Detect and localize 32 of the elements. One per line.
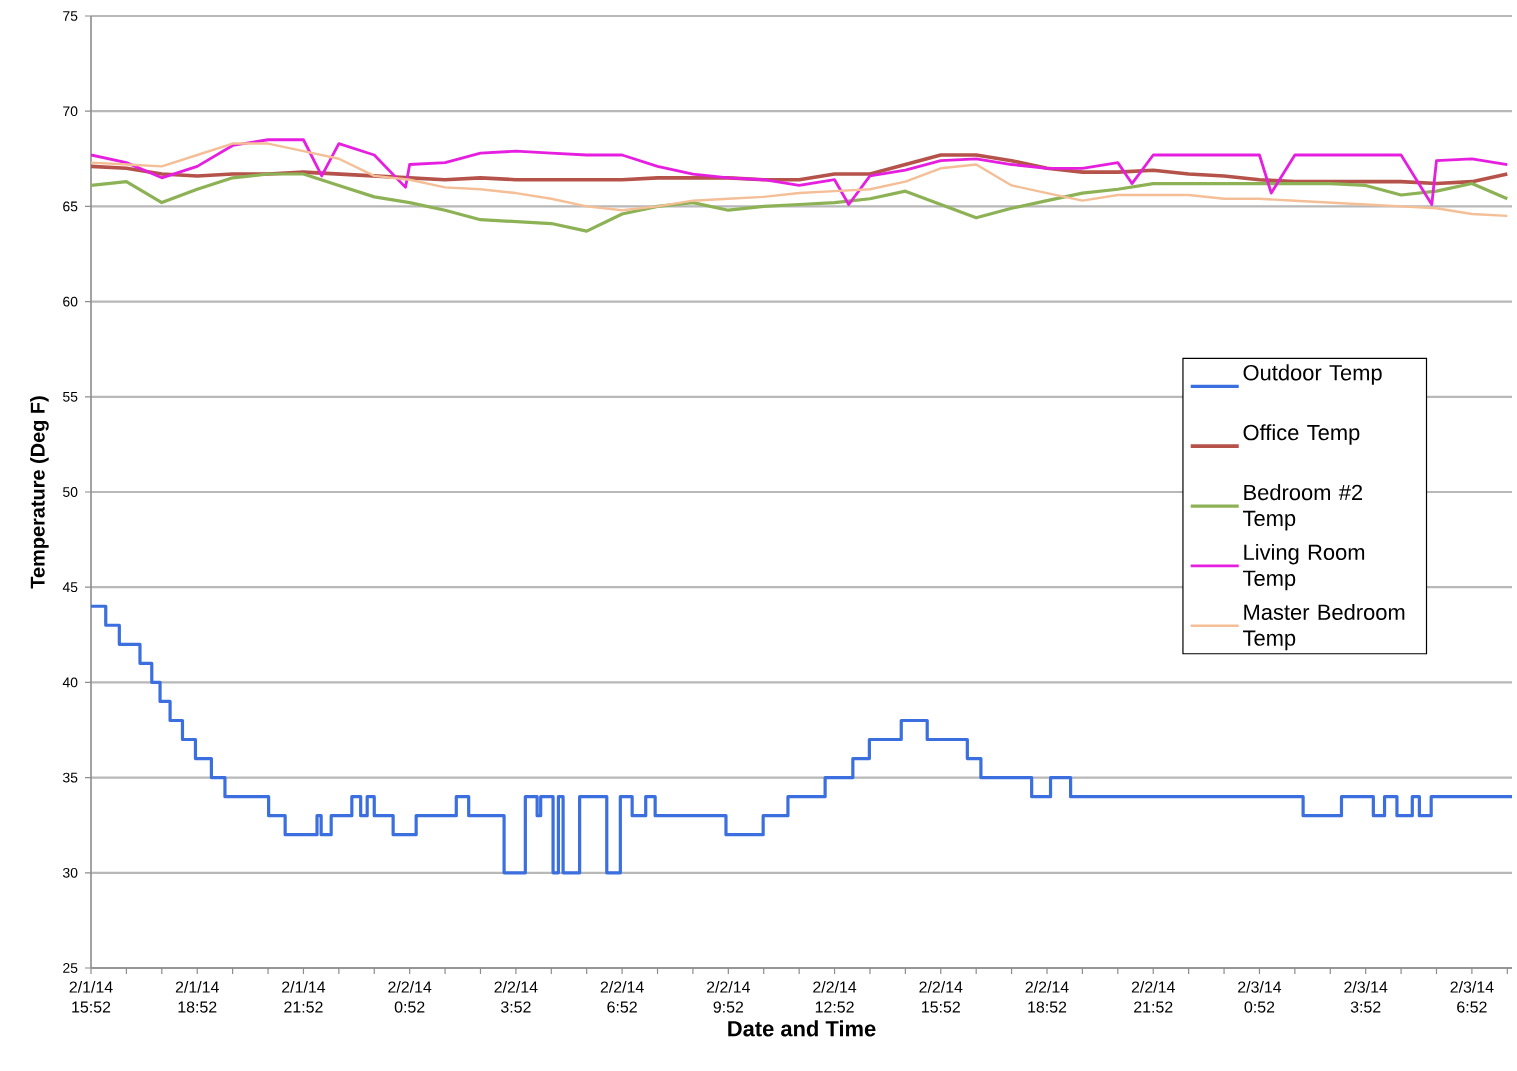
x-tick-label: 2/2/14 0:52: [388, 981, 432, 1013]
y-tick-label: 65: [63, 201, 78, 212]
x-tick-label: 2/1/14 18:52: [175, 981, 219, 1013]
y-tick-label: 55: [63, 391, 78, 402]
x-tick-label: 2/2/14 9:52: [706, 981, 751, 1013]
y-tick-label: 45: [62, 582, 78, 593]
y-tick-label: 30: [62, 867, 78, 878]
y-tick-label: 60: [63, 296, 78, 307]
y-tick-label: 70: [63, 106, 78, 117]
y-axis-title: Temperature (Deg F): [30, 396, 49, 589]
x-tick-label: 2/3/14 0:52: [1238, 981, 1282, 1013]
x-axis-title: Date and Time: [728, 1020, 876, 1037]
x-tick-label: 2/3/14 6:52: [1450, 981, 1494, 1013]
legend-label: Bedroom #2 Temp: [1243, 484, 1363, 531]
legend-label: Office Temp: [1243, 424, 1360, 445]
y-tick-label: 50: [63, 487, 78, 497]
x-tick-label: 2/3/14 3:52: [1344, 981, 1388, 1013]
x-tick-label: 2/2/14 21:52: [1131, 981, 1175, 1013]
x-tick-label: 2/2/14 6:52: [600, 981, 644, 1013]
legend-label: Outdoor Temp: [1243, 364, 1382, 385]
legend-label: Living Room Temp: [1243, 543, 1365, 591]
x-tick-label: 2/1/14 21:52: [282, 981, 326, 1013]
x-tick-label: 2/1/14 15:52: [69, 981, 113, 1013]
x-tick-label: 2/2/14 18:52: [1025, 981, 1069, 1013]
y-tick-label: 25: [63, 963, 78, 973]
y-tick-label: 35: [62, 772, 78, 783]
y-tick-label: 40: [62, 677, 78, 688]
legend-label: Master Bedroom Temp: [1243, 603, 1405, 651]
y-tick-label: 75: [63, 11, 78, 21]
x-tick-label: 2/2/14 3:52: [494, 981, 538, 1013]
x-tick-label: 2/2/14 12:52: [813, 981, 857, 1013]
x-tick-label: 2/2/14 15:52: [919, 981, 963, 1013]
